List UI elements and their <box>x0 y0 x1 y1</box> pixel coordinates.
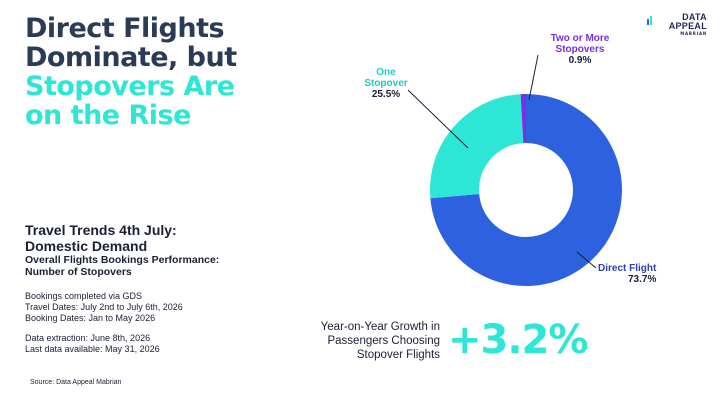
slice-label: One Stopover 25.5% <box>355 67 417 100</box>
info-line-1: Bookings completed via GDS <box>25 291 143 301</box>
headline-line-4: on the Rise <box>25 100 191 131</box>
slice-label-name: Stopovers <box>555 44 605 55</box>
headline-line-2: Dominate, but <box>25 42 237 73</box>
chart-subtitle: Travel Trends 4th July: Domestic Demand … <box>25 222 285 278</box>
subtitle-line-3: Overall Flights Bookings Performance: <box>25 254 220 266</box>
slice-label-name: Stopover <box>364 78 408 89</box>
slice-label: Direct Flight 73.7% <box>598 263 708 285</box>
headline: Direct Flights Dominate, but Stopovers A… <box>25 14 325 130</box>
subtitle-line-4: Number of Stopovers <box>25 266 132 278</box>
brand-logo: DATA APPEAL MABRIAN <box>647 13 707 43</box>
leader-line <box>576 251 597 269</box>
info-line-4: Data extraction: June 8th, 2026 <box>25 333 151 343</box>
slice-label-name: Direct Flight <box>598 263 657 274</box>
info-line-5: Last data available: May 31, 2026 <box>25 344 160 354</box>
logo-text-line-1: DATA <box>682 12 707 22</box>
headline-line-1: Direct Flights <box>25 13 225 44</box>
slice-label: Two or More Stopovers 0.9% <box>535 33 625 66</box>
headline-line-3: Stopovers Are <box>25 71 235 102</box>
logo-text-line-3: MABRIAN <box>680 31 707 36</box>
slice-label-value: 73.7% <box>628 274 657 285</box>
data-extraction-notes: Data extraction: June 8th, 2026 Last dat… <box>25 333 285 355</box>
methodology-notes: Bookings completed via GDS Travel Dates:… <box>25 291 285 324</box>
subtitle-line-2: Domestic Demand <box>25 238 148 254</box>
slice-label-value: 25.5% <box>371 89 401 100</box>
info-line-2: Travel Dates: July 2nd to July 6th, 2026 <box>25 302 183 312</box>
slice-label-value: 0.9% <box>568 55 592 66</box>
yoy-growth-label: Year-on-Year Growth in Passengers Choosi… <box>320 321 440 361</box>
slice-label-name: Two or More <box>550 33 610 44</box>
yoy-growth-value: +3.2% <box>448 317 588 363</box>
subtitle-line-1: Travel Trends 4th July: <box>25 222 177 238</box>
info-line-3: Booking Dates: Jan to May 2026 <box>25 313 156 323</box>
source-note: Source: Data Appeal Mabrian <box>30 379 122 386</box>
logo-mark-icon <box>647 16 652 25</box>
donut-slice-two-or-more-stopovers <box>520 94 526 144</box>
logo-text-line-2: APPEAL <box>668 21 707 31</box>
slice-label-name: One <box>376 67 396 78</box>
donut-slice-direct-flight <box>430 94 623 286</box>
leader-line <box>407 89 469 149</box>
donut-slice-one-stopover <box>430 94 524 199</box>
leader-line <box>528 54 539 101</box>
